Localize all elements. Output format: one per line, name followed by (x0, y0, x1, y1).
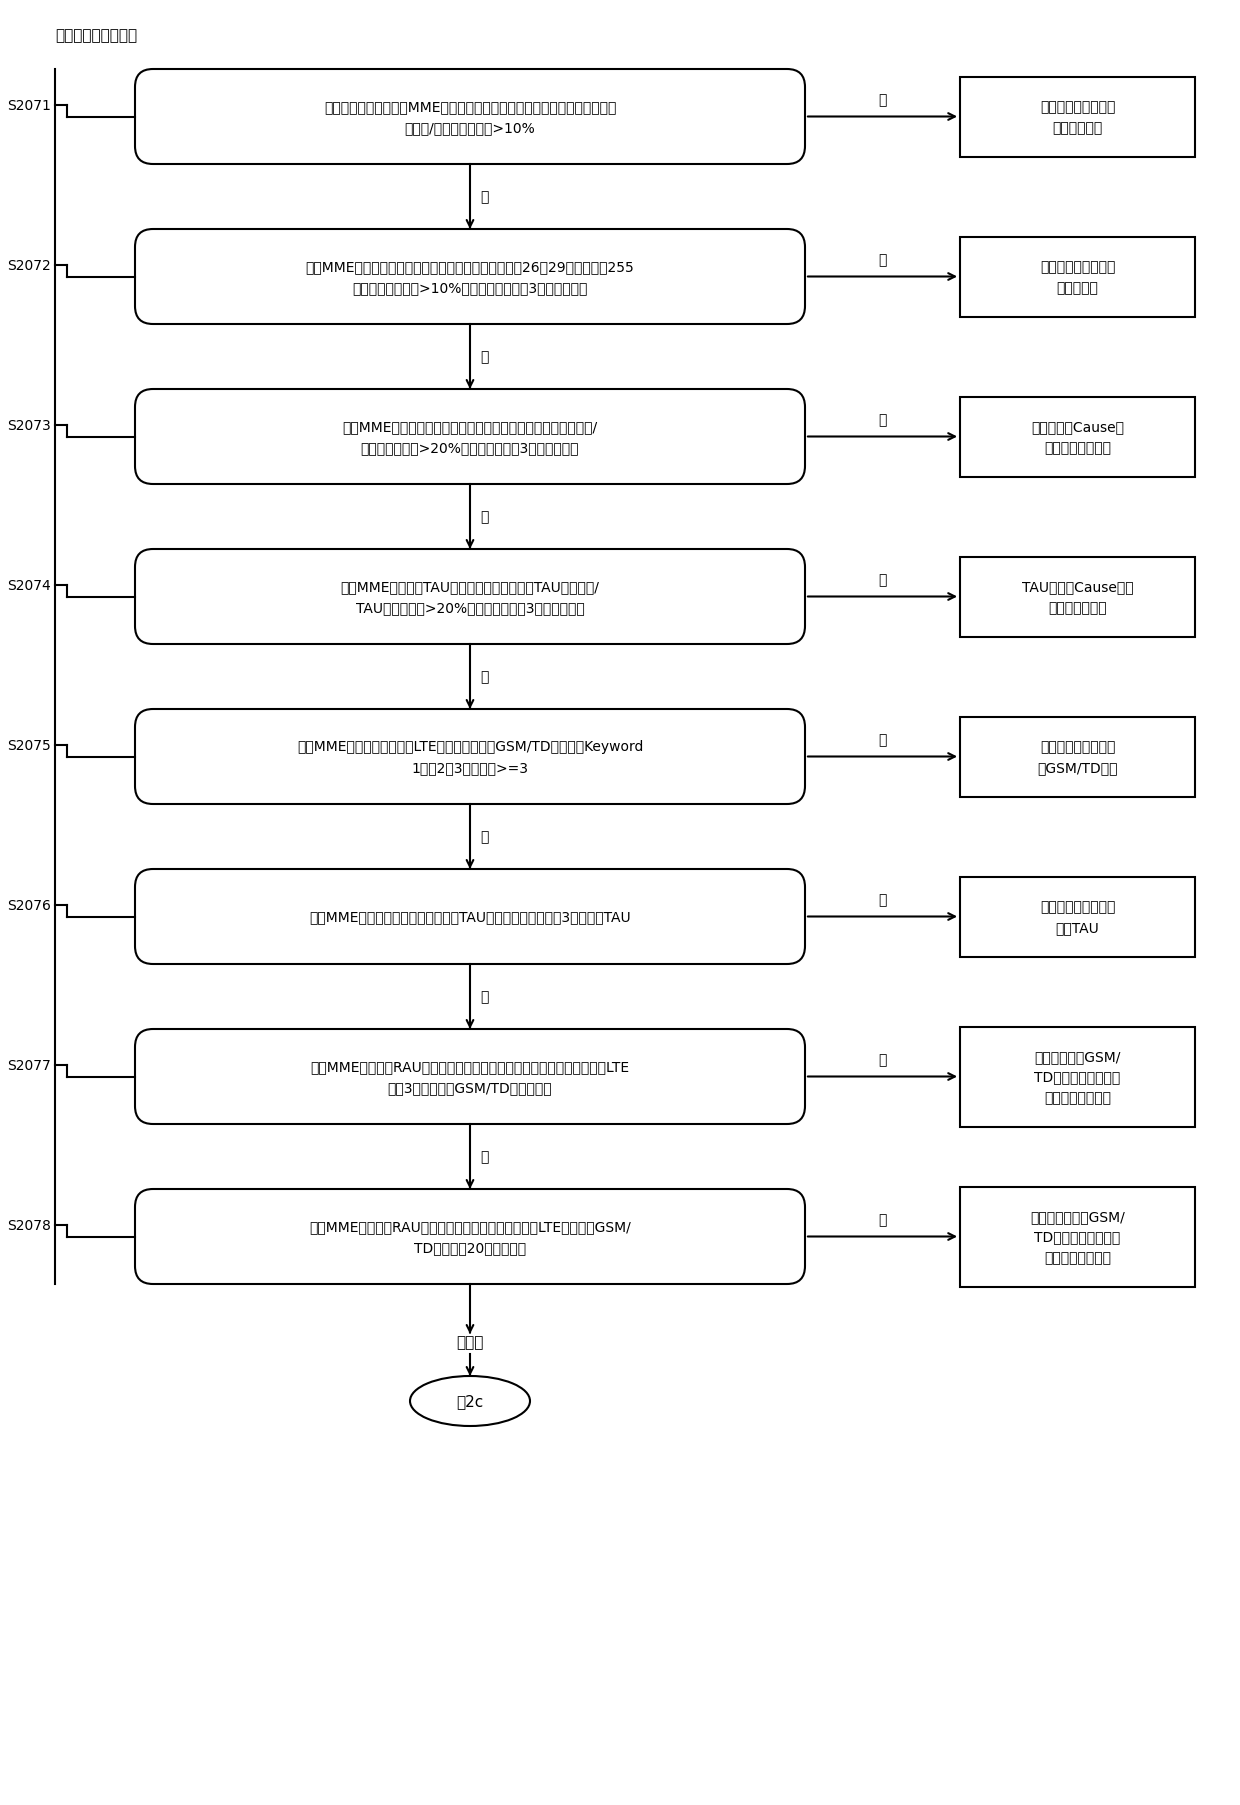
Bar (960, 238, 1195, 318)
Text: TAU失败中Cause占比
最大的失败原因: TAU失败中Cause占比 最大的失败原因 (1022, 579, 1133, 614)
Text: S2076: S2076 (7, 899, 51, 913)
Bar (960, 397, 1195, 477)
FancyBboxPatch shape (135, 551, 805, 644)
Text: 是: 是 (878, 413, 887, 428)
Text: S2074: S2074 (7, 579, 51, 592)
FancyBboxPatch shape (135, 870, 805, 964)
Text: 分析用户在某个小区的MME接口中，附着过程是否存在失败记录且（附着失
败次数/附着请求次数）>10%: 分析用户在某个小区的MME接口中，附着过程是否存在失败记录且（附着失 败次数/附… (324, 99, 616, 135)
Bar (960, 717, 1195, 798)
Text: 分析MME接口中，用户占用LTE小区是否回落到GSM/TD网络，且Keyword
1等于2或3，且次数>=3: 分析MME接口中，用户占用LTE小区是否回落到GSM/TD网络，且Keyword… (296, 740, 644, 774)
Text: 否: 否 (480, 350, 489, 365)
Text: 用户长时间占用GSM/
TD小区，疑似用户所
在小区无线信号弱: 用户长时间占用GSM/ TD小区，疑似用户所 在小区无线信号弱 (1030, 1209, 1125, 1264)
Text: 否: 否 (480, 830, 489, 845)
Text: 是: 是 (878, 574, 887, 587)
Text: 分析MME接口中，TAU过程是否存在失败且（TAU失败次数/
TAU请求次数）>20%或半小时内出现3次及以上失败: 分析MME接口中，TAU过程是否存在失败且（TAU失败次数/ TAU请求次数）>… (341, 579, 599, 614)
Text: 无线原因，小区回落
到GSM/TD小区: 无线原因，小区回落 到GSM/TD小区 (1037, 740, 1117, 774)
Text: 核心网问题，请派单
至核心网处理: 核心网问题，请派单 至核心网处理 (1040, 99, 1115, 135)
Text: S2078: S2078 (7, 1218, 51, 1233)
Text: 分析MME接口中，初始上下文建立是否存在失败错误码26或29，且状态为255
的信令记录数占比>10%或半个小时内出现3次及以上失败: 分析MME接口中，初始上下文建立是否存在失败错误码26或29，且状态为255 的… (305, 260, 635, 294)
FancyBboxPatch shape (135, 229, 805, 325)
Text: 否: 否 (480, 190, 489, 204)
Text: 承载失败中Cause占
比最大的失败原因: 承载失败中Cause占 比最大的失败原因 (1030, 421, 1123, 455)
Bar (960, 1027, 1195, 1126)
Text: 否: 否 (480, 511, 489, 523)
Text: S2075: S2075 (7, 738, 51, 753)
Text: 否: 否 (480, 1150, 489, 1164)
Text: 分析MME接口中，用户是否存在频繁TAU过程或半小时内出现3次及以上TAU: 分析MME接口中，用户是否存在频繁TAU过程或半小时内出现3次及以上TAU (309, 910, 631, 924)
Ellipse shape (410, 1375, 529, 1426)
Text: S2073: S2073 (7, 419, 51, 433)
Text: S2072: S2072 (7, 258, 51, 273)
FancyBboxPatch shape (135, 390, 805, 486)
Text: 无结论: 无结论 (456, 1334, 484, 1350)
Text: 用户经过的所有小区: 用户经过的所有小区 (55, 29, 138, 43)
Text: 分析MME接口以及RAU接口数据，按时间进行排序，是否存在用户从某个LTE
小区3次以上进入GSM/TD小区的现象: 分析MME接口以及RAU接口数据，按时间进行排序，是否存在用户从某个LTE 小区… (310, 1060, 630, 1094)
Text: S2071: S2071 (7, 99, 51, 114)
Text: 是: 是 (878, 893, 887, 906)
Text: 是: 是 (878, 94, 887, 108)
Bar (960, 78, 1195, 157)
Text: 否: 否 (480, 670, 489, 684)
FancyBboxPatch shape (135, 709, 805, 805)
FancyBboxPatch shape (135, 1029, 805, 1125)
Bar (960, 1188, 1195, 1287)
Text: 分析MME接口中，承载建立是否存在失败记录且（承载失败次数/
承载请求次数）>20%或半小时内出现3次及以上失败: 分析MME接口中，承载建立是否存在失败记录且（承载失败次数/ 承载请求次数）>2… (342, 421, 598, 455)
Text: 是: 是 (878, 1052, 887, 1067)
Text: 无线原因，小区发生
频繁TAU: 无线原因，小区发生 频繁TAU (1040, 899, 1115, 935)
Text: S2077: S2077 (7, 1058, 51, 1072)
FancyBboxPatch shape (135, 1189, 805, 1285)
Text: 用户频繁占用GSM/
TD小区，疑似用户所
在小区无线信号弱: 用户频繁占用GSM/ TD小区，疑似用户所 在小区无线信号弱 (1034, 1049, 1121, 1105)
Bar (960, 877, 1195, 957)
Text: 是: 是 (878, 733, 887, 747)
Bar (960, 558, 1195, 637)
Text: 无线原因，请派单至
网优室核查: 无线原因，请派单至 网优室核查 (1040, 260, 1115, 294)
Text: 是: 是 (878, 253, 887, 267)
Text: 否: 否 (480, 989, 489, 1004)
Text: 图2c: 图2c (456, 1393, 484, 1408)
Text: 分析MME接口以及RAU接口数据，是否存在用户从某个LTE小区进入GSM/
TD小区超过20分钟的现象: 分析MME接口以及RAU接口数据，是否存在用户从某个LTE小区进入GSM/ TD… (309, 1220, 631, 1254)
Text: 是: 是 (878, 1213, 887, 1227)
FancyBboxPatch shape (135, 70, 805, 164)
